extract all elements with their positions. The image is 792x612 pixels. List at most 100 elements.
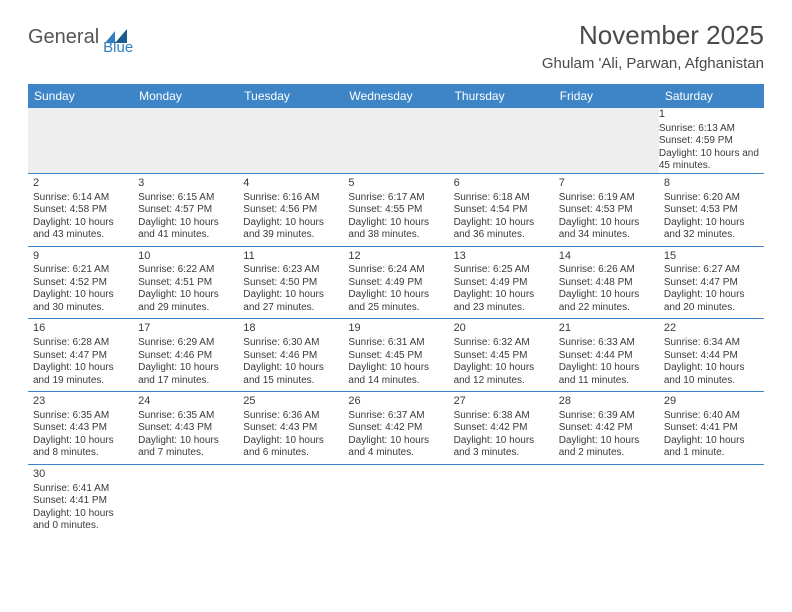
day-number: 24: [138, 395, 233, 409]
logo-text-main: General: [28, 26, 99, 49]
calendar-empty-cell: [238, 464, 343, 536]
daylight-line: Daylight: 10 hours and 30 minutes.: [33, 289, 128, 314]
day-number: 26: [348, 395, 443, 409]
daylight-line: Daylight: 10 hours and 39 minutes.: [243, 217, 338, 242]
weekday-header: Friday: [554, 84, 659, 108]
calendar-empty-cell: [28, 108, 133, 173]
sunset-line: Sunset: 4:53 PM: [559, 204, 654, 217]
day-number: 29: [664, 395, 759, 409]
daylight-line: Daylight: 10 hours and 38 minutes.: [348, 217, 443, 242]
sunset-line: Sunset: 4:51 PM: [138, 277, 233, 290]
sunrise-line: Sunrise: 6:33 AM: [559, 337, 654, 350]
calendar-day-cell: 25Sunrise: 6:36 AMSunset: 4:43 PMDayligh…: [238, 392, 343, 465]
sunset-line: Sunset: 4:53 PM: [664, 204, 759, 217]
day-number: 28: [559, 395, 654, 409]
daylight-line: Daylight: 10 hours and 34 minutes.: [559, 217, 654, 242]
calendar-empty-cell: [343, 464, 448, 536]
calendar-empty-cell: [554, 464, 659, 536]
sunset-line: Sunset: 4:41 PM: [664, 422, 759, 435]
sunrise-line: Sunrise: 6:19 AM: [559, 192, 654, 205]
sunrise-line: Sunrise: 6:21 AM: [33, 264, 128, 277]
calendar-day-cell: 15Sunrise: 6:27 AMSunset: 4:47 PMDayligh…: [659, 246, 764, 319]
daylight-line: Daylight: 10 hours and 41 minutes.: [138, 217, 233, 242]
sunrise-line: Sunrise: 6:24 AM: [348, 264, 443, 277]
calendar-day-cell: 26Sunrise: 6:37 AMSunset: 4:42 PMDayligh…: [343, 392, 448, 465]
calendar-empty-cell: [449, 108, 554, 173]
sunrise-line: Sunrise: 6:37 AM: [348, 410, 443, 423]
day-number: 30: [33, 468, 128, 482]
day-number: 25: [243, 395, 338, 409]
sunset-line: Sunset: 4:46 PM: [243, 350, 338, 363]
calendar-day-cell: 9Sunrise: 6:21 AMSunset: 4:52 PMDaylight…: [28, 246, 133, 319]
calendar-day-cell: 24Sunrise: 6:35 AMSunset: 4:43 PMDayligh…: [133, 392, 238, 465]
day-number: 5: [348, 177, 443, 191]
logo-text-sub: Blue: [103, 39, 133, 56]
daylight-line: Daylight: 10 hours and 2 minutes.: [559, 435, 654, 460]
sunset-line: Sunset: 4:59 PM: [659, 135, 764, 148]
sunrise-line: Sunrise: 6:14 AM: [33, 192, 128, 205]
calendar-day-cell: 6Sunrise: 6:18 AMSunset: 4:54 PMDaylight…: [449, 173, 554, 246]
location: Ghulam 'Ali, Parwan, Afghanistan: [542, 55, 764, 72]
sunrise-line: Sunrise: 6:29 AM: [138, 337, 233, 350]
day-number: 3: [138, 177, 233, 191]
sunset-line: Sunset: 4:45 PM: [454, 350, 549, 363]
calendar-week-row: 16Sunrise: 6:28 AMSunset: 4:47 PMDayligh…: [28, 319, 764, 392]
day-number: 8: [664, 177, 759, 191]
header: General Blue November 2025 Ghulam 'Ali, …: [28, 20, 764, 72]
sunset-line: Sunset: 4:55 PM: [348, 204, 443, 217]
day-number: 27: [454, 395, 549, 409]
weekday-header: Tuesday: [238, 84, 343, 108]
daylight-line: Daylight: 10 hours and 1 minute.: [664, 435, 759, 460]
day-number: 4: [243, 177, 338, 191]
calendar-body: 1Sunrise: 6:13 AMSunset: 4:59 PMDaylight…: [28, 108, 764, 537]
daylight-line: Daylight: 10 hours and 20 minutes.: [664, 289, 759, 314]
sunrise-line: Sunrise: 6:31 AM: [348, 337, 443, 350]
calendar-day-cell: 5Sunrise: 6:17 AMSunset: 4:55 PMDaylight…: [343, 173, 448, 246]
day-number: 15: [664, 250, 759, 264]
calendar-week-row: 9Sunrise: 6:21 AMSunset: 4:52 PMDaylight…: [28, 246, 764, 319]
calendar-day-cell: 1Sunrise: 6:13 AMSunset: 4:59 PMDaylight…: [659, 108, 764, 173]
daylight-line: Daylight: 10 hours and 3 minutes.: [454, 435, 549, 460]
sunrise-line: Sunrise: 6:41 AM: [33, 483, 128, 496]
calendar-day-cell: 13Sunrise: 6:25 AMSunset: 4:49 PMDayligh…: [449, 246, 554, 319]
daylight-line: Daylight: 10 hours and 29 minutes.: [138, 289, 233, 314]
logo: General Blue: [28, 26, 159, 49]
daylight-line: Daylight: 10 hours and 12 minutes.: [454, 362, 549, 387]
sunset-line: Sunset: 4:54 PM: [454, 204, 549, 217]
title-block: November 2025 Ghulam 'Ali, Parwan, Afgha…: [542, 20, 764, 72]
calendar-day-cell: 30Sunrise: 6:41 AMSunset: 4:41 PMDayligh…: [28, 464, 133, 536]
daylight-line: Daylight: 10 hours and 45 minutes.: [659, 148, 764, 173]
day-number: 20: [454, 322, 549, 336]
day-number: 17: [138, 322, 233, 336]
daylight-line: Daylight: 10 hours and 7 minutes.: [138, 435, 233, 460]
calendar-day-cell: 8Sunrise: 6:20 AMSunset: 4:53 PMDaylight…: [659, 173, 764, 246]
calendar-empty-cell: [554, 108, 659, 173]
day-number: 12: [348, 250, 443, 264]
sunrise-line: Sunrise: 6:16 AM: [243, 192, 338, 205]
daylight-line: Daylight: 10 hours and 27 minutes.: [243, 289, 338, 314]
daylight-line: Daylight: 10 hours and 0 minutes.: [33, 508, 128, 533]
sunset-line: Sunset: 4:42 PM: [559, 422, 654, 435]
calendar-empty-cell: [659, 464, 764, 536]
weekday-header: Thursday: [449, 84, 554, 108]
sunset-line: Sunset: 4:47 PM: [664, 277, 759, 290]
day-number: 10: [138, 250, 233, 264]
calendar-day-cell: 12Sunrise: 6:24 AMSunset: 4:49 PMDayligh…: [343, 246, 448, 319]
day-number: 19: [348, 322, 443, 336]
calendar-day-cell: 22Sunrise: 6:34 AMSunset: 4:44 PMDayligh…: [659, 319, 764, 392]
sunset-line: Sunset: 4:52 PM: [33, 277, 128, 290]
sunrise-line: Sunrise: 6:35 AM: [138, 410, 233, 423]
calendar-day-cell: 16Sunrise: 6:28 AMSunset: 4:47 PMDayligh…: [28, 319, 133, 392]
sunrise-line: Sunrise: 6:26 AM: [559, 264, 654, 277]
sunset-line: Sunset: 4:42 PM: [454, 422, 549, 435]
sunrise-line: Sunrise: 6:35 AM: [33, 410, 128, 423]
calendar-week-row: 2Sunrise: 6:14 AMSunset: 4:58 PMDaylight…: [28, 173, 764, 246]
daylight-line: Daylight: 10 hours and 10 minutes.: [664, 362, 759, 387]
daylight-line: Daylight: 10 hours and 19 minutes.: [33, 362, 128, 387]
calendar-day-cell: 27Sunrise: 6:38 AMSunset: 4:42 PMDayligh…: [449, 392, 554, 465]
calendar-day-cell: 29Sunrise: 6:40 AMSunset: 4:41 PMDayligh…: [659, 392, 764, 465]
day-number: 9: [33, 250, 128, 264]
daylight-line: Daylight: 10 hours and 14 minutes.: [348, 362, 443, 387]
daylight-line: Daylight: 10 hours and 25 minutes.: [348, 289, 443, 314]
sunrise-line: Sunrise: 6:38 AM: [454, 410, 549, 423]
